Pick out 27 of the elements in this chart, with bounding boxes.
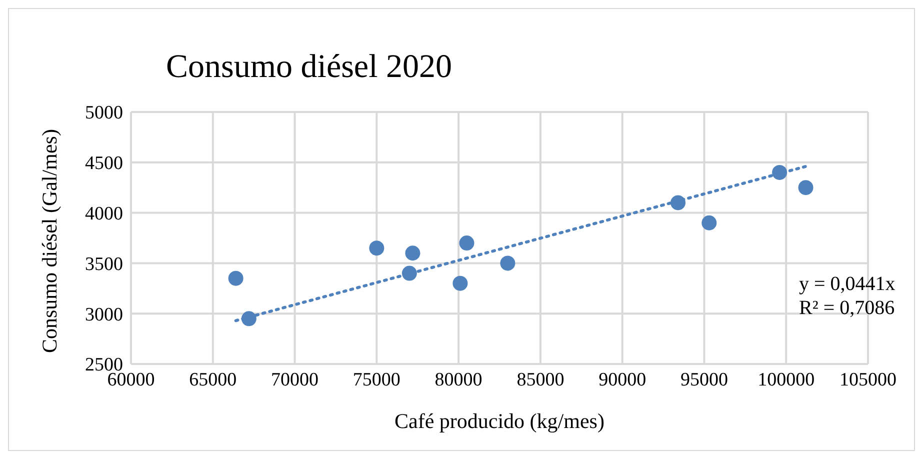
point [798, 180, 814, 196]
y-tick-label: 3000 [85, 304, 123, 326]
y-tick-label: 4000 [85, 204, 123, 225]
x-tick-label: 95000 [680, 369, 728, 390]
point [369, 240, 384, 256]
point [702, 215, 717, 230]
x-tick-label: 90000 [598, 369, 646, 390]
y-tick-label: 3500 [85, 254, 123, 275]
point [228, 270, 244, 286]
x-tick-label: 80000 [434, 369, 482, 390]
point [405, 246, 420, 261]
annotation: R² = 0,7086 [799, 296, 896, 320]
x-tick-label: 75000 [352, 369, 400, 390]
point [500, 256, 516, 271]
annotation: y = 0,0441x [799, 272, 896, 296]
x-tick-label: 105000 [840, 369, 896, 390]
point [459, 236, 474, 251]
point [452, 276, 468, 291]
x-tick-label: 100000 [758, 369, 815, 390]
y-axis-title: Consumo diésel (Gal/mes) [37, 129, 62, 353]
x-tick-label: 85000 [516, 369, 564, 390]
x-axis-title: Café producido (kg/mes) [394, 409, 604, 433]
x-tick-label: 70000 [271, 369, 319, 390]
chart-title: Consumo diésel 2020 [166, 49, 452, 86]
x-tick-label: 65000 [189, 369, 237, 390]
y-tick-label: 4500 [85, 153, 123, 174]
y-tick-label: 5000 [85, 102, 123, 124]
